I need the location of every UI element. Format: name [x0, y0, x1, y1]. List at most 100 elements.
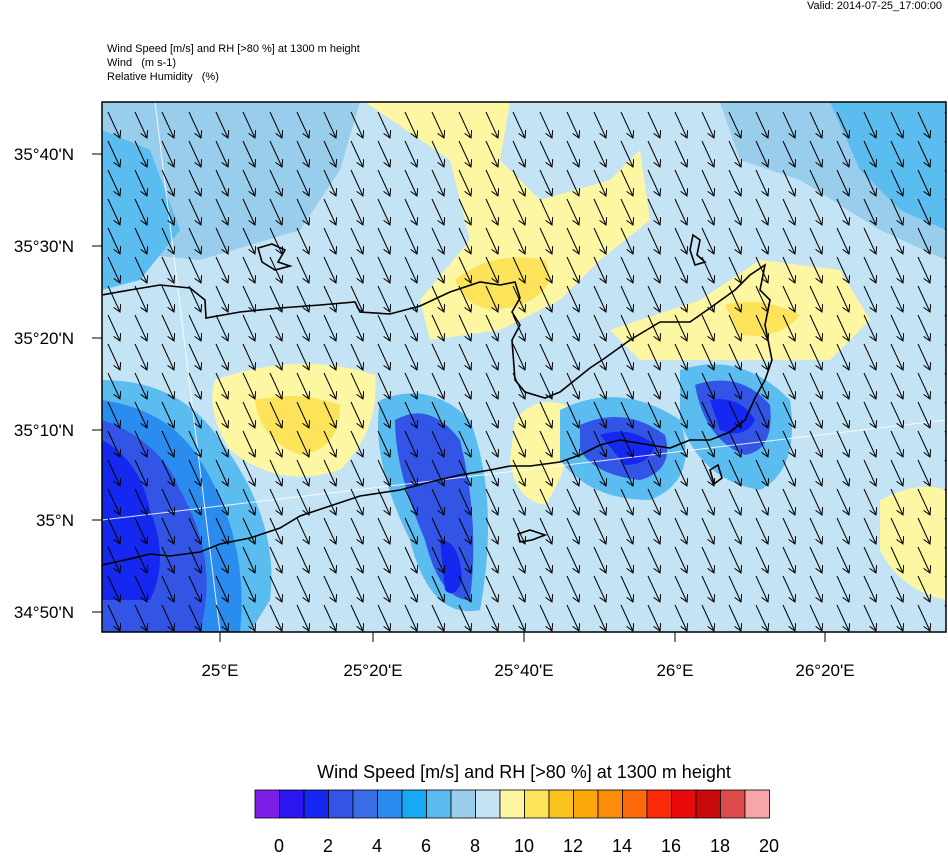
wind-arrow [485, 546, 498, 573]
wind-arrow [890, 575, 903, 602]
wind-arrow [377, 604, 390, 631]
wind-arrow [431, 517, 444, 544]
wind-arrow [188, 140, 201, 167]
wind-arrow [755, 430, 768, 457]
wind-arrow [674, 198, 687, 225]
wind-arrow [674, 169, 687, 196]
wind-arrow [377, 430, 390, 457]
wind-arrow [809, 430, 822, 457]
wind-arrow [107, 430, 120, 457]
wind-arrow [431, 314, 444, 341]
wind-arrow [809, 343, 822, 370]
colorbar-tick-label: 10 [513, 836, 535, 856]
wind-arrow [485, 169, 498, 196]
wind-arrow [458, 517, 471, 544]
wind-arrow [323, 227, 336, 254]
wind-arrow [242, 140, 255, 167]
wind-arrow [674, 285, 687, 312]
wind-arrow [215, 198, 228, 225]
wind-arrow [755, 604, 768, 631]
wind-arrow [755, 575, 768, 602]
wind-arrow [296, 372, 309, 399]
wind-arrow [647, 401, 660, 428]
colorbar-tick-label: 0 [273, 836, 285, 856]
colorbar-tick-label: 18 [709, 836, 731, 856]
wind-arrow [296, 430, 309, 457]
wind-arrow [917, 546, 930, 573]
wind-arrow [404, 401, 417, 428]
wind-arrow [242, 111, 255, 138]
wind-arrow [404, 372, 417, 399]
wind-arrow [782, 169, 795, 196]
colorbar-tick-label: 2 [322, 836, 334, 856]
wind-arrow [188, 430, 201, 457]
wind-arrow [107, 604, 120, 631]
wind-arrow [566, 198, 579, 225]
wind-arrow [593, 430, 606, 457]
wind-arrow [728, 140, 741, 167]
wind-arrow [701, 198, 714, 225]
wind-arrow [809, 604, 822, 631]
wind-arrow [566, 604, 579, 631]
wind-arrow [620, 256, 633, 283]
wind-arrow [593, 227, 606, 254]
colorbar-swatch [597, 789, 623, 819]
wind-arrow [512, 285, 525, 312]
wind-arrow [350, 256, 363, 283]
wind-arrow [620, 430, 633, 457]
wind-arrow [296, 227, 309, 254]
wind-arrow [134, 575, 147, 602]
valid-time-label: Valid: 2014-07-25_17:00:00 [807, 0, 942, 12]
colorbar-swatch [646, 789, 672, 819]
wind-arrow [809, 372, 822, 399]
wind-arrow [242, 604, 255, 631]
wind-arrow [647, 604, 660, 631]
wind-arrow [458, 575, 471, 602]
wind-arrow [782, 517, 795, 544]
wind-arrow [296, 198, 309, 225]
wind-arrow [755, 401, 768, 428]
wind-arrow [458, 546, 471, 573]
wind-arrow [188, 198, 201, 225]
wind-arrow [566, 169, 579, 196]
wind-arrow [458, 169, 471, 196]
wind-arrow [647, 488, 660, 515]
wind-arrow [593, 314, 606, 341]
wind-arrow [323, 459, 336, 486]
wind-arrow [593, 604, 606, 631]
wind-arrow [161, 372, 174, 399]
wind-arrow [890, 517, 903, 544]
colorbar-swatch [475, 789, 501, 819]
wind-arrow [755, 314, 768, 341]
wind-arrow [404, 546, 417, 573]
wind-arrow [593, 111, 606, 138]
wind-arrow [107, 314, 120, 341]
wind-arrow [863, 459, 876, 486]
wind-arrow [485, 314, 498, 341]
wind-arrow [323, 314, 336, 341]
wind-arrow [863, 430, 876, 457]
wind-arrow [539, 111, 552, 138]
wind-arrow [161, 604, 174, 631]
wind-arrow [593, 401, 606, 428]
wind-arrow [134, 604, 147, 631]
wind-arrow [404, 227, 417, 254]
wind-arrow [512, 140, 525, 167]
wind-arrow [647, 546, 660, 573]
wind-arrow [674, 227, 687, 254]
wind-arrow [215, 517, 228, 544]
wind-arrow [620, 198, 633, 225]
colorbar-tick-label: 4 [371, 836, 383, 856]
wind-arrow [188, 517, 201, 544]
colorbar-swatch [426, 789, 452, 819]
wind-arrow [863, 604, 876, 631]
wind-arrow [701, 227, 714, 254]
wind-arrow [134, 517, 147, 544]
wind-arrow [755, 488, 768, 515]
wind-arrow [485, 256, 498, 283]
wind-arrow [458, 314, 471, 341]
wind-arrow [836, 604, 849, 631]
wind-arrow [215, 459, 228, 486]
wind-arrow [296, 111, 309, 138]
wind-arrow [161, 401, 174, 428]
